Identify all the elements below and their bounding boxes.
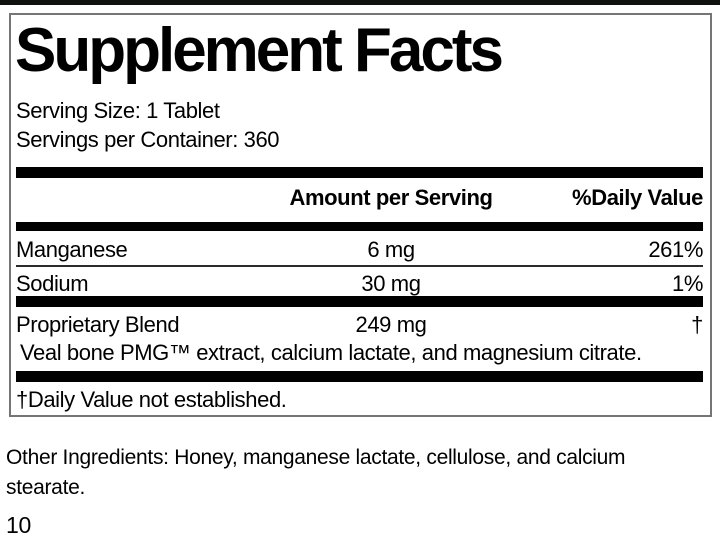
nutrient-amount: 6 mg [367,237,415,262]
blend-description: Veal bone PMG™ extract, calcium lactate,… [20,340,642,365]
nutrient-daily-value: 1% [672,271,703,296]
nutrient-amount: 249 mg [355,312,427,337]
separator-bar-mid [16,296,703,307]
nutrient-name: Proprietary Blend [16,312,180,337]
nutrient-row-sodium: Sodium 30 mg 1% [16,270,703,298]
supplement-facts-panel: Supplement Facts Serving Size: 1 Tablet … [9,13,712,417]
nutrient-daily-value: † [691,312,703,337]
panel-title: Supplement Facts [15,16,504,85]
row-divider [16,265,703,267]
servings-per-container-text: Servings per Container: 360 [16,127,280,152]
other-ingredients-text: Other Ingredients: Honey, manganese lact… [6,446,626,499]
nutrient-daily-value: 261% [648,237,703,262]
nutrient-name: Sodium [16,271,89,296]
serving-size-text: Serving Size: 1 Tablet [16,98,220,123]
nutrient-amount: 30 mg [361,271,421,296]
nutrient-row-manganese: Manganese 6 mg 261% [16,236,703,264]
column-header-row: Amount per Serving %Daily Value [16,184,703,212]
separator-bar-under-header [16,222,703,231]
separator-bar-top [16,167,703,178]
daily-value-header: %Daily Value [572,185,703,210]
separator-bar-bottom [16,371,703,382]
amount-per-serving-header: Amount per Serving [289,185,493,210]
daily-value-footnote: †Daily Value not established. [16,387,287,412]
nutrient-name: Manganese [16,237,128,262]
nutrient-row-proprietary-blend: Proprietary Blend 249 mg † [16,311,703,339]
page-top-bar [0,0,720,5]
page-number: 10 [6,512,31,538]
